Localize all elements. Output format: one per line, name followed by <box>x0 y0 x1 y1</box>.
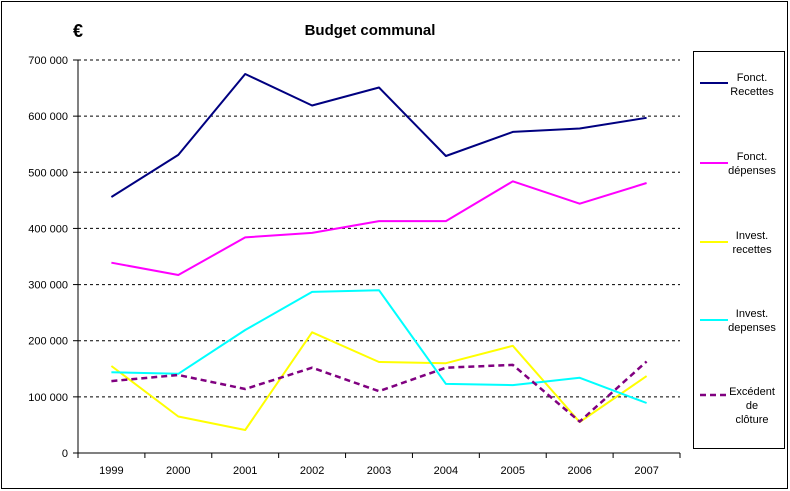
y-tick-label: 300 000 <box>28 280 68 292</box>
data-point-invest-depenses-1999 <box>108 369 114 375</box>
data-point-fonct-depenses-2002 <box>309 230 315 236</box>
data-point-fonct-recettes-2002 <box>309 103 315 109</box>
x-tick-label-2005: 2005 <box>501 465 525 477</box>
y-tick-label: 200 000 <box>28 336 68 348</box>
data-point-fonct-recettes-2007 <box>644 115 650 121</box>
y-tick-label: 100 000 <box>28 392 68 404</box>
data-point-invest-depenses-2007 <box>644 400 650 406</box>
legend-item-invest-depenses: Invest. depenses <box>694 307 784 351</box>
data-point-fonct-recettes-1999 <box>108 194 114 200</box>
legend-label-fonct-recettes: Fonct. Recettes <box>730 72 774 98</box>
data-point-fonct-depenses-2005 <box>510 178 516 184</box>
x-tick-label-2002: 2002 <box>300 465 324 477</box>
x-tick-label-2003: 2003 <box>367 465 391 477</box>
legend-label-fonct-depenses: Fonct. dépenses <box>728 151 776 177</box>
legend-item-excedent-de-cloture: Excédent de clôture <box>694 385 784 429</box>
data-point-excedent-de-cloture-2003 <box>376 388 382 394</box>
data-point-invest-depenses-2002 <box>309 289 315 295</box>
data-point-excedent-de-cloture-2007 <box>644 359 650 365</box>
y-tick-label: 400 000 <box>28 223 68 235</box>
x-tick-label-2007: 2007 <box>634 465 658 477</box>
data-point-invest-recettes-2005 <box>510 343 516 349</box>
legend-label-excedent-de-cloture: Excédent de clôture <box>729 386 775 426</box>
legend-swatch-fonct-recettes <box>700 82 728 84</box>
data-point-excedent-de-cloture-2002 <box>309 365 315 371</box>
x-tick-label-2001: 2001 <box>233 465 257 477</box>
data-point-excedent-de-cloture-2000 <box>175 372 181 378</box>
x-tick-label-2006: 2006 <box>567 465 591 477</box>
data-point-fonct-depenses-2004 <box>443 218 449 224</box>
legend-swatch-excedent-de-cloture <box>700 393 728 397</box>
unit-label: € <box>73 21 83 41</box>
data-point-invest-recettes-2002 <box>309 329 315 335</box>
data-point-invest-recettes-2003 <box>376 359 382 365</box>
data-point-fonct-recettes-2003 <box>376 85 382 91</box>
x-tick-label-2004: 2004 <box>434 465 458 477</box>
data-point-excedent-de-cloture-1999 <box>108 378 114 384</box>
data-point-invest-recettes-2007 <box>644 373 650 379</box>
data-point-excedent-de-cloture-2006 <box>577 419 583 425</box>
data-point-fonct-recettes-2004 <box>443 153 449 159</box>
data-point-fonct-depenses-2000 <box>175 272 181 278</box>
legend-item-invest-recettes: Invest. recettes <box>694 229 784 273</box>
axes <box>73 59 681 458</box>
data-point-fonct-depenses-2007 <box>644 180 650 186</box>
data-point-invest-depenses-2005 <box>510 382 516 388</box>
data-point-excedent-de-cloture-2004 <box>443 365 449 371</box>
legend-swatch-fonct-depenses <box>700 162 728 164</box>
chart-title: Budget communal <box>305 22 436 39</box>
legend: Fonct. Recettes Fonct. dépenses Invest. … <box>693 51 785 449</box>
legend-item-fonct-recettes: Fonct. Recettes <box>694 71 784 115</box>
legend-swatch-invest-recettes <box>700 241 728 243</box>
data-point-fonct-recettes-2001 <box>242 71 248 77</box>
data-point-fonct-recettes-2000 <box>175 152 181 158</box>
y-tick-label: 700 000 <box>28 55 68 67</box>
legend-swatch-invest-depenses <box>700 319 728 321</box>
data-point-excedent-de-cloture-2001 <box>242 386 248 392</box>
series-line-excedent-de-cloture <box>111 360 648 423</box>
series-line-invest-recettes <box>110 331 648 431</box>
legend-label-invest-recettes: Invest. recettes <box>732 230 772 256</box>
series-line-invest-depenses <box>111 289 647 404</box>
y-tick-label: 600 000 <box>28 111 68 123</box>
data-point-invest-depenses-2003 <box>376 287 382 293</box>
y-tick-label: 0 <box>62 448 68 460</box>
data-point-fonct-depenses-2006 <box>577 201 583 207</box>
gridlines <box>78 59 680 398</box>
series-lines <box>110 73 648 431</box>
series-line-fonct-recettes <box>110 73 647 198</box>
x-tick-label-1999: 1999 <box>99 465 123 477</box>
y-tick-labels: 0 100 000 200 000 300 000 400 000 500 000 600 … <box>28 55 68 460</box>
legend-label-invest-depenses: Invest. depenses <box>728 308 776 334</box>
data-point-invest-recettes-2000 <box>175 414 181 420</box>
data-point-invest-depenses-2004 <box>443 381 449 387</box>
data-point-invest-depenses-2006 <box>577 375 583 381</box>
data-point-fonct-depenses-2001 <box>242 234 248 240</box>
data-point-fonct-recettes-2006 <box>577 126 583 132</box>
data-point-excedent-de-cloture-2005 <box>510 362 516 368</box>
series-line-fonct-depenses <box>111 180 647 276</box>
data-point-invest-depenses-2001 <box>242 327 248 333</box>
data-point-invest-recettes-1999 <box>108 363 114 369</box>
data-point-fonct-recettes-2005 <box>510 129 516 135</box>
data-point-fonct-depenses-1999 <box>108 260 114 266</box>
y-tick-label: 500 000 <box>28 167 68 179</box>
x-tick-labels: 1999 2000 2001 2002 2003 2004 2005 2006 2007 <box>99 465 659 477</box>
data-point-fonct-depenses-2003 <box>376 218 382 224</box>
x-tick-label-2000: 2000 <box>166 465 190 477</box>
data-point-invest-recettes-2001 <box>242 427 248 433</box>
legend-item-fonct-depenses: Fonct. dépenses <box>694 150 784 194</box>
